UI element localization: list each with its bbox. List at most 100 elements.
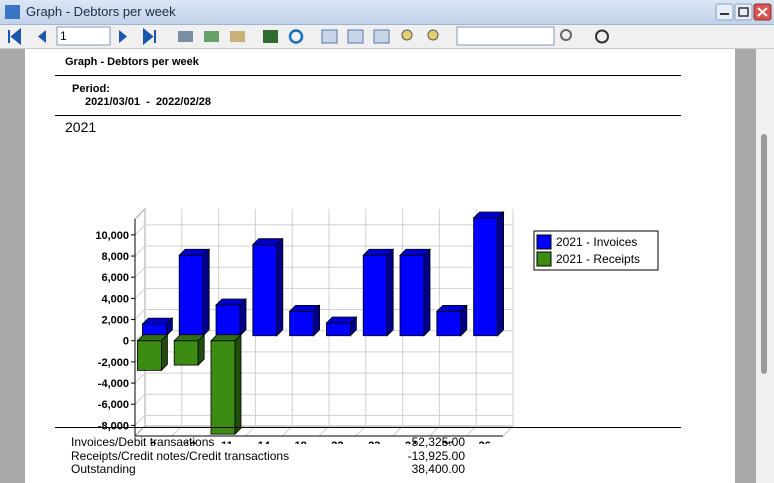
y-tick-label: 2,000 [101,315,129,327]
excel-button[interactable] [263,30,278,43]
report-page: Graph - Debtors per week Period: 2021/03… [25,49,735,483]
bar-front [473,217,499,337]
summary-value: 38,400.00 [411,462,465,476]
bar-side [313,304,321,337]
rule [55,427,681,428]
bar-side [197,333,205,367]
bar-front [142,323,167,337]
y-tick-label: -4,000 [98,378,129,390]
search-input[interactable] [456,26,555,46]
rule [55,115,681,116]
y-tick-label: -6,000 [98,399,129,411]
bar [215,298,247,337]
grid-line [502,209,514,437]
previous-page-button[interactable] [38,30,46,43]
period: 2021/03/01 - 2022/02/28 [85,96,211,108]
email-button[interactable] [230,31,245,42]
bar [325,316,358,337]
bar-side [460,304,468,337]
bar [251,237,284,337]
next-page-button[interactable] [119,30,127,43]
bar [399,248,431,337]
bar [210,333,242,436]
grid-line [429,209,440,437]
grid-line [134,224,513,236]
bar-side [160,333,168,372]
legend-box [533,230,659,271]
bar-front [325,322,351,337]
x-tick-label: 10 [184,440,196,444]
page-number: 1 [60,29,67,43]
legend-swatch [536,234,552,250]
bar-front [362,254,388,337]
bar-front [173,340,199,366]
grid-line [134,393,513,405]
grid-line [134,372,513,384]
close-report-button[interactable] [595,29,609,44]
refresh-button[interactable] [288,29,304,44]
y-tick-label: 0 [123,336,129,348]
grid-line [134,414,513,426]
bar-front [436,310,462,337]
bar-side [234,333,242,436]
bar-side [349,316,357,337]
toolbar: 1 [0,25,774,49]
bar [141,317,174,337]
x-tick-label: 24 [405,440,418,444]
toolbar-icons [8,26,609,46]
layout-button-3[interactable] [373,29,390,44]
last-page-button[interactable] [143,27,156,46]
bar [288,304,321,337]
scrollbar[interactable] [756,49,774,483]
bar [136,333,169,372]
rule [55,75,681,76]
maximize-glyph [738,7,749,17]
report-title: Graph - Debtors per week [65,56,199,68]
x-tick-label: 9 [150,440,156,444]
bar-side [202,248,210,337]
layout-button-1[interactable] [321,29,338,44]
bar [435,304,468,337]
title-bar: Graph - Debtors per week [0,0,774,25]
y-tick-label: -2,000 [98,357,129,369]
bar-side [165,317,173,337]
title-icons [5,3,772,21]
summary-value: -13,925.00 [407,448,465,463]
zoom-out-button[interactable] [401,29,413,41]
summary-label: Invoices/Debit transactions [71,435,215,449]
bar-front [289,310,315,337]
minimize-glyph [720,13,729,15]
x-tick-label: 18 [294,440,306,444]
print-button[interactable] [178,31,193,42]
chart: -8,000 -6,000 -4,000 -2,000 0 2,000 4,000 6,000… [95,207,659,444]
first-page-button[interactable] [8,27,21,46]
x-tick-label: 14 [258,440,271,444]
bar [173,333,206,367]
summary-label: Receipts/Credit notes/Credit transaction… [71,448,290,463]
export-button[interactable] [204,31,219,42]
legend-label: 2021 - Receipts [556,252,640,266]
bar-front [137,340,162,371]
bar-front [215,304,241,337]
x-tick-label: 23 [368,440,380,444]
bar-front [252,244,278,337]
bar-front [178,254,204,337]
maximize-button[interactable] [734,3,753,21]
legend: 2021 - Invoices 2021 - Receipts [533,230,659,271]
zoom-in-button[interactable] [427,29,439,41]
layout-button-2[interactable] [347,29,364,44]
summary-label: Outstanding [71,462,136,476]
y-tick-label: -8,000 [98,420,129,432]
grid-line [281,209,293,437]
bar-front [210,340,236,435]
document-area: Graph - Debtors per week Period: 2021/03… [0,49,756,483]
scroll-thumb[interactable] [761,134,767,374]
y-tick-label: 6,000 [101,272,129,284]
chart-title: 2021 [65,119,97,135]
page-input[interactable] [56,26,111,46]
legend-swatch [536,251,552,267]
minimize-button[interactable] [715,3,734,21]
bar [362,248,395,337]
search-button[interactable] [560,29,572,41]
